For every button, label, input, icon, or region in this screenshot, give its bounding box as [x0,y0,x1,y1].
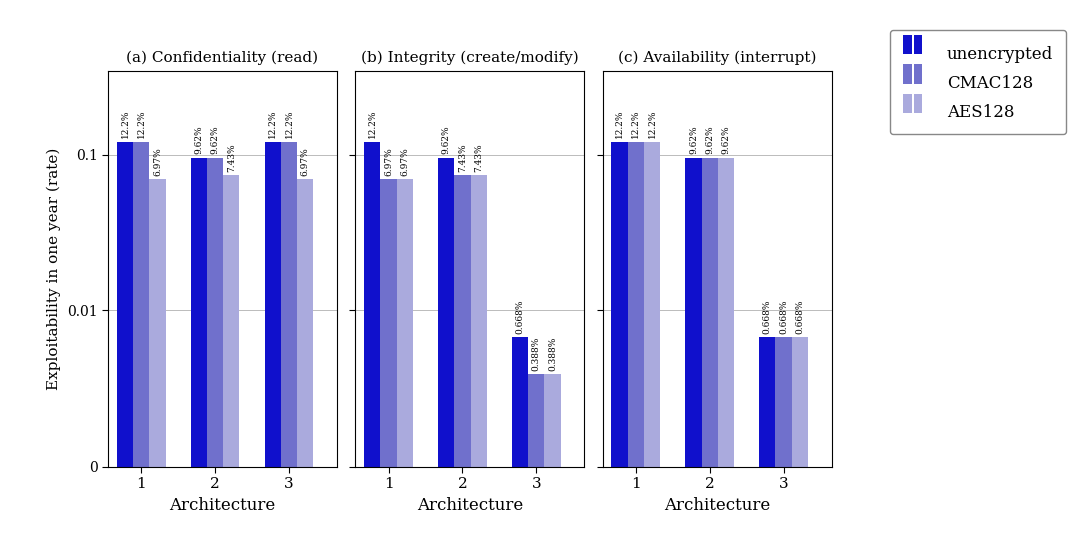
Text: 0.388%: 0.388% [548,336,557,371]
Text: 12.2%: 12.2% [268,110,278,138]
Title: (c) Availability (interrupt): (c) Availability (interrupt) [618,51,816,65]
Text: 0.668%: 0.668% [515,300,525,334]
Bar [512,337,528,467]
Text: 9.62%: 9.62% [194,125,203,154]
Text: 6.97%: 6.97% [401,147,409,176]
Bar [224,175,240,467]
Bar [544,374,561,467]
Bar [455,175,471,467]
Bar [380,179,396,467]
Bar [265,142,281,467]
Bar [149,179,165,467]
Text: 9.62%: 9.62% [705,125,714,154]
Bar [792,337,808,467]
Bar [471,175,487,467]
Text: 0.668%: 0.668% [779,300,788,334]
Legend: unencrypted, CMAC128, AES128: unencrypted, CMAC128, AES128 [890,30,1066,135]
X-axis label: Architecture: Architecture [170,497,275,514]
Text: 9.62%: 9.62% [721,125,730,154]
Bar [438,157,455,467]
Bar [718,157,734,467]
Bar [759,337,775,467]
Bar [364,142,380,467]
Bar [133,142,149,467]
X-axis label: Architecture: Architecture [664,497,770,514]
Text: 6.97%: 6.97% [384,147,393,176]
Bar [191,157,207,467]
Bar [702,157,718,467]
Text: 12.2%: 12.2% [616,110,624,138]
Text: 7.43%: 7.43% [227,143,235,172]
X-axis label: Architecture: Architecture [417,497,523,514]
Text: 0.388%: 0.388% [531,336,541,371]
Bar [627,142,644,467]
Text: 9.62%: 9.62% [211,125,219,154]
Bar [528,374,544,467]
Bar [117,142,133,467]
Title: (b) Integrity (create/modify): (b) Integrity (create/modify) [361,51,579,65]
Title: (a) Confidentiality (read): (a) Confidentiality (read) [126,51,319,65]
Bar [207,157,224,467]
Bar [775,337,792,467]
Bar [686,157,702,467]
Text: 12.2%: 12.2% [121,110,130,138]
Text: 7.43%: 7.43% [458,143,467,172]
Bar [297,179,313,467]
Text: 12.2%: 12.2% [648,110,657,138]
Text: 12.2%: 12.2% [284,110,294,138]
Text: 0.668%: 0.668% [762,300,772,334]
Bar [396,179,413,467]
Text: 7.43%: 7.43% [474,143,483,172]
Text: 6.97%: 6.97% [300,147,310,176]
Text: 0.668%: 0.668% [795,300,805,334]
Text: 12.2%: 12.2% [368,110,377,138]
Text: 9.62%: 9.62% [689,125,698,154]
Text: 6.97%: 6.97% [153,147,162,176]
Text: 12.2%: 12.2% [632,110,640,138]
Y-axis label: Exploitability in one year (rate): Exploitability in one year (rate) [48,148,62,390]
Bar [611,142,627,467]
Text: 12.2%: 12.2% [137,110,146,138]
Bar [644,142,660,467]
Bar [281,142,297,467]
Text: 9.62%: 9.62% [442,125,450,154]
